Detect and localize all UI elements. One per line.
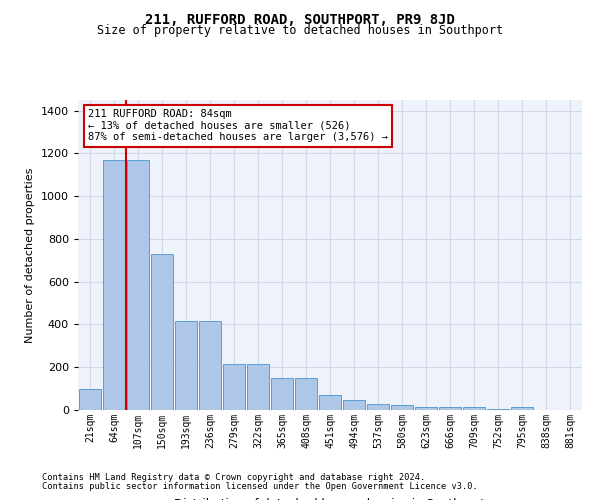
Bar [319,395,341,410]
Text: Size of property relative to detached houses in Southport: Size of property relative to detached ho… [97,24,503,37]
Bar [343,400,365,410]
Bar [511,408,533,410]
Bar [175,322,197,410]
Text: 211 RUFFORD ROAD: 84sqm
← 13% of detached houses are smaller (526)
87% of semi-d: 211 RUFFORD ROAD: 84sqm ← 13% of detache… [88,110,388,142]
Y-axis label: Number of detached properties: Number of detached properties [25,168,35,342]
Bar [223,364,245,410]
Bar [415,407,437,410]
Bar [127,160,149,410]
X-axis label: Distribution of detached houses by size in Southport: Distribution of detached houses by size … [175,498,485,500]
Bar [271,378,293,410]
Bar [151,254,173,410]
Bar [463,407,485,410]
Bar [391,404,413,410]
Bar [439,407,461,410]
Text: Contains public sector information licensed under the Open Government Licence v3: Contains public sector information licen… [42,482,478,491]
Text: Contains HM Land Registry data © Crown copyright and database right 2024.: Contains HM Land Registry data © Crown c… [42,474,425,482]
Bar [247,364,269,410]
Text: 211, RUFFORD ROAD, SOUTHPORT, PR9 8JD: 211, RUFFORD ROAD, SOUTHPORT, PR9 8JD [145,12,455,26]
Bar [487,409,509,410]
Bar [367,404,389,410]
Bar [199,322,221,410]
Bar [103,160,125,410]
Bar [295,378,317,410]
Bar [79,388,101,410]
